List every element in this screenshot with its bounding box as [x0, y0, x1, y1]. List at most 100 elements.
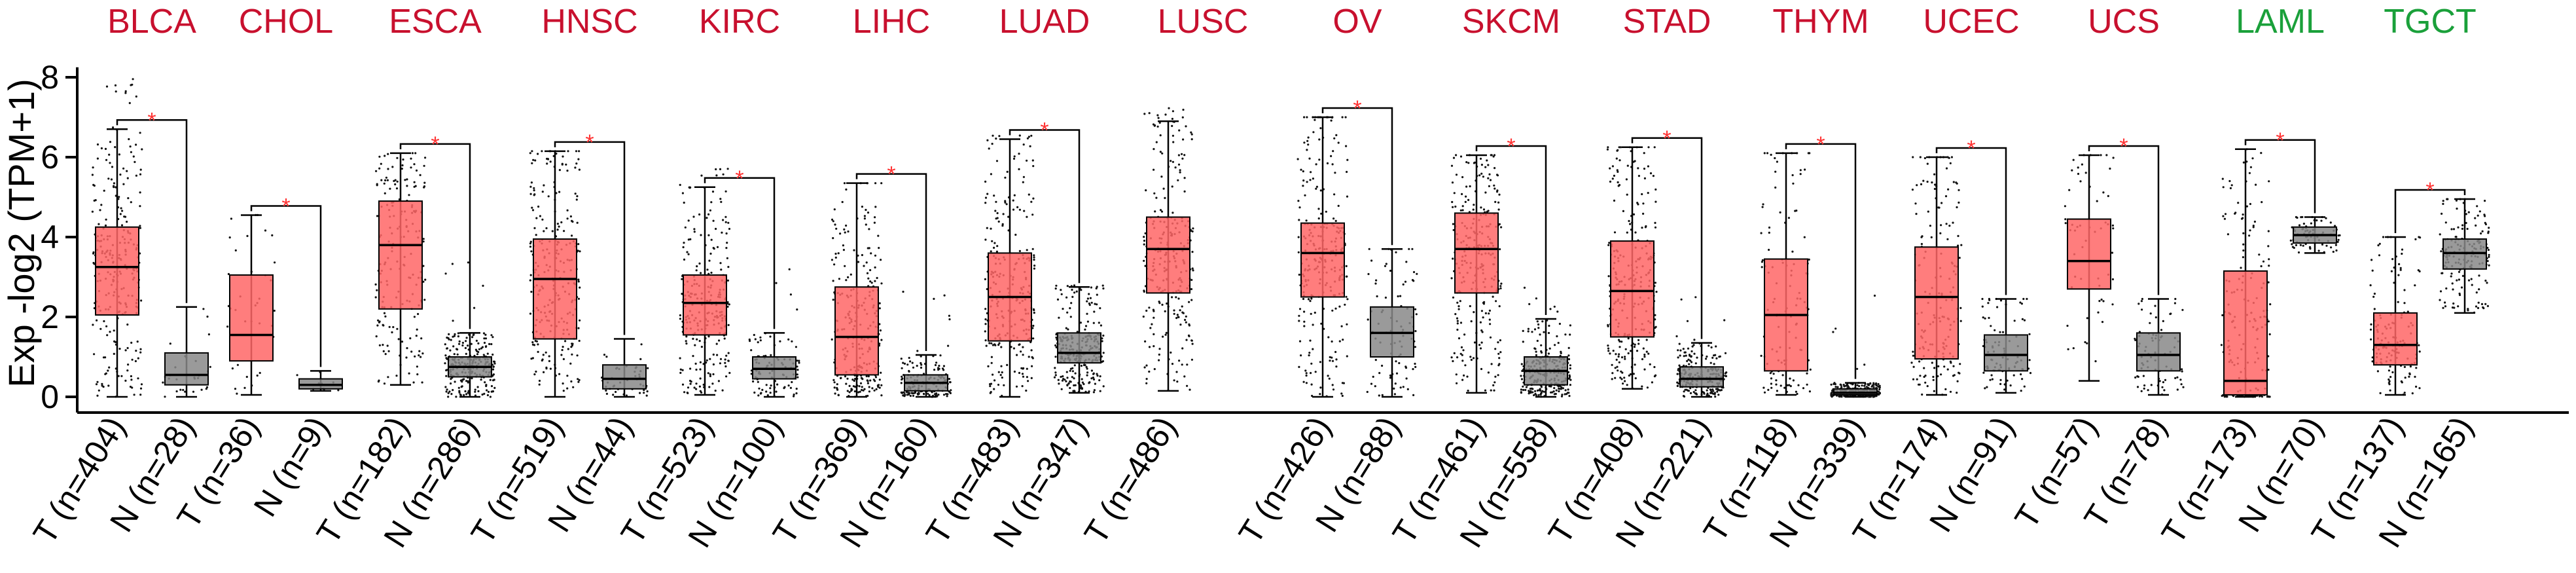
data-point: [793, 393, 795, 396]
data-point: [1957, 244, 1959, 247]
data-point: [1679, 349, 1682, 352]
data-point: [996, 245, 999, 248]
data-point: [1191, 342, 1194, 345]
data-point: [103, 320, 105, 323]
data-point: [1310, 171, 1312, 174]
data-point: [103, 189, 105, 192]
data-point: [1956, 206, 1958, 209]
data-point: [996, 212, 999, 215]
data-point: [1613, 231, 1617, 234]
data-point: [529, 185, 532, 188]
data-point: [1535, 354, 1537, 357]
data-point: [1002, 213, 1005, 215]
data-point: [2068, 189, 2071, 191]
data-point: [1156, 125, 1159, 128]
data-point: [1033, 256, 1035, 259]
data-point: [1069, 316, 1072, 318]
data-point: [2138, 303, 2140, 305]
data-point: [2022, 297, 2025, 301]
data-point: [726, 305, 729, 308]
data-point: [1878, 386, 1881, 389]
data-point: [880, 259, 882, 261]
data-point: [477, 390, 480, 393]
data-point: [1314, 311, 1316, 314]
data-point: [865, 261, 868, 264]
data-point: [997, 344, 1000, 346]
data-point: [530, 291, 533, 293]
data-point: [387, 376, 389, 379]
data-point: [1675, 335, 1678, 338]
data-point: [867, 247, 869, 250]
data-point: [1453, 352, 1456, 355]
data-point: [1767, 388, 1770, 392]
data-point: [920, 363, 923, 366]
data-point: [931, 391, 933, 394]
data-point: [996, 217, 999, 219]
data-point: [1461, 176, 1464, 179]
data-point: [1298, 365, 1300, 369]
data-point: [758, 387, 760, 390]
data-point: [100, 204, 103, 206]
data-point: [984, 180, 987, 183]
data-point: [1305, 382, 1308, 384]
data-point: [1165, 331, 1168, 334]
data-point: [916, 365, 918, 367]
data-point: [572, 386, 575, 388]
data-point: [1807, 152, 1810, 155]
data-point: [696, 265, 698, 268]
data-point: [1630, 350, 1632, 352]
data-point: [1479, 347, 1482, 350]
data-point: [1298, 314, 1300, 317]
data-point: [1705, 358, 1708, 360]
data-point: [724, 361, 726, 364]
data-point: [563, 230, 565, 232]
data-point: [1029, 145, 1031, 147]
data-point: [561, 348, 564, 352]
data-point: [1319, 386, 1322, 389]
data-point: [692, 215, 695, 218]
data-point: [1611, 372, 1614, 375]
data-point: [1490, 363, 1493, 365]
data-point: [1092, 377, 1094, 379]
data-point: [1171, 185, 1173, 188]
data-point: [126, 170, 128, 172]
data-point: [574, 166, 577, 169]
data-point: [2086, 317, 2088, 320]
data-point: [1183, 177, 1186, 179]
data-point: [1499, 248, 1501, 251]
data-point: [1642, 212, 1645, 215]
data-point: [1177, 297, 1180, 300]
data-point: [118, 153, 120, 156]
data-point: [1489, 336, 1492, 339]
data-point: [1933, 173, 1936, 176]
data-point: [1337, 204, 1340, 207]
data-point: [1381, 364, 1384, 367]
data-point: [113, 329, 115, 332]
data-point: [2147, 389, 2149, 392]
data-point: [1088, 293, 1090, 295]
data-point: [1341, 394, 1344, 397]
data-point: [692, 337, 694, 341]
data-point: [2020, 390, 2022, 392]
data-point: [1535, 297, 1537, 300]
data-point: [458, 390, 461, 392]
data-point: [562, 390, 565, 392]
data-point: [2291, 246, 2294, 248]
data-point: [1541, 390, 1544, 392]
data-point: [1060, 375, 1062, 379]
data-point: [1012, 157, 1016, 160]
data-point: [206, 315, 209, 318]
data-point: [1025, 389, 1028, 392]
data-point: [105, 218, 107, 221]
data-point: [1481, 331, 1484, 333]
data-point: [96, 394, 99, 397]
data-point: [2180, 383, 2183, 386]
data-point: [876, 276, 878, 280]
data-point: [1305, 372, 1308, 375]
data-point: [1297, 200, 1300, 202]
data-point: [2006, 379, 2009, 382]
data-point: [1676, 373, 1679, 375]
data-point: [396, 327, 399, 330]
data-point: [413, 316, 416, 318]
